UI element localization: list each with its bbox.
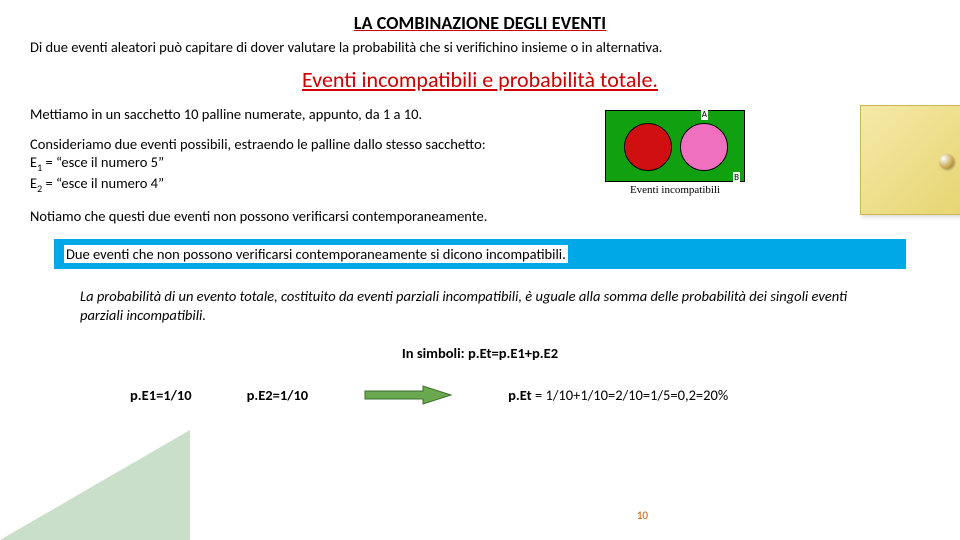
event-1: E1 = “esce il numero 5”: [30, 153, 164, 171]
symbol-formula: p.Et=p.E1+p.E2: [468, 344, 558, 362]
observation-text: Notiamo che questi due eventi non posson…: [30, 207, 930, 225]
highlight-text: Due eventi che non possono verificarsi c…: [64, 245, 568, 263]
probability-rule: La probabilità di un evento totale, cost…: [80, 287, 880, 326]
pe1-value: p.E1=1/10: [130, 386, 192, 404]
paragraph-setup: Mettiamo in un sacchetto 10 palline nume…: [30, 105, 590, 123]
pe2-value: p.E2=1/10: [247, 386, 309, 404]
decorative-ball-icon: [939, 154, 954, 169]
slide: LA COMBINAZIONE DEGLI EVENTI Di due even…: [0, 0, 960, 540]
formula-symbolic: In simboli: p.Et=p.E1+p.E2: [30, 344, 930, 362]
venn-circle-b: [680, 123, 728, 171]
event-2: E2 = “esce il numero 4”: [30, 174, 164, 192]
formula-row: p.E1=1/10 p.E2=1/10 p.Et = 1/10+1/10=2/1…: [30, 384, 930, 406]
arrow-shape: [365, 386, 451, 404]
section-subtitle: Eventi incompatibili e probabilità total…: [30, 66, 930, 93]
venn-caption: Eventi incompatibili: [600, 184, 750, 196]
venn-circle-a: [624, 123, 672, 171]
venn-diagram: A B Eventi incompatibili: [600, 110, 750, 196]
venn-box: A B: [605, 110, 745, 182]
paragraph-events: Consideriamo due eventi possibili, estra…: [30, 135, 590, 195]
venn-label-b: B: [733, 172, 740, 183]
highlight-definition: Due eventi che non possono verificarsi c…: [54, 239, 906, 269]
page-title: LA COMBINAZIONE DEGLI EVENTI: [30, 12, 930, 34]
events-intro: Consideriamo due eventi possibili, estra…: [30, 135, 486, 153]
arrow-icon: [363, 384, 453, 406]
pet-result: p.Et = 1/10+1/10=2/10=1/5=0,2=20%: [508, 386, 728, 404]
decorative-square: [860, 105, 960, 215]
decorative-triangle: [0, 430, 190, 540]
page-number: 10: [637, 509, 648, 522]
symbol-label: In simboli:: [402, 344, 468, 362]
intro-text: Di due eventi aleatori può capitare di d…: [30, 38, 930, 56]
venn-label-a: A: [701, 109, 708, 120]
